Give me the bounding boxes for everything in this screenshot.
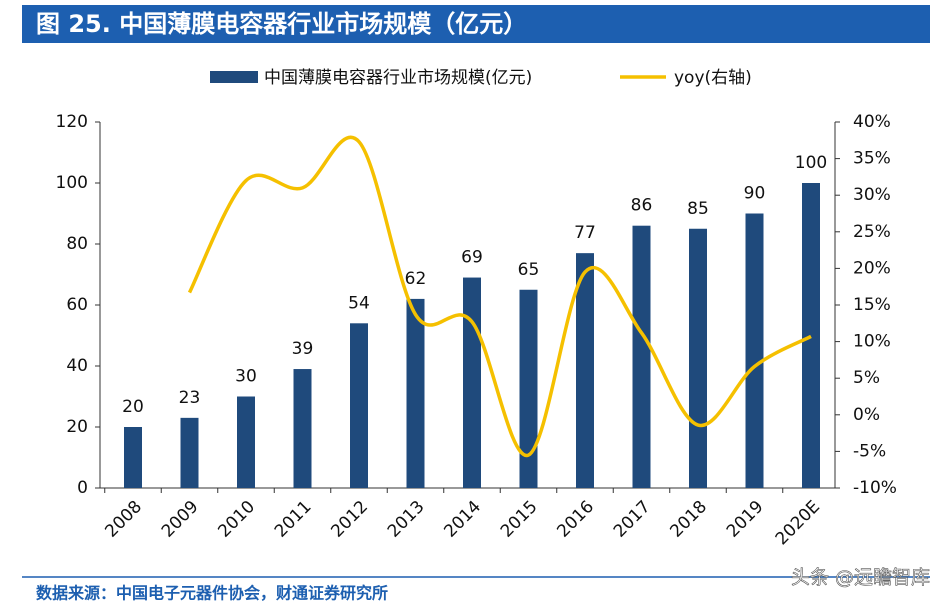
x-tick-label: 2018 (666, 497, 711, 542)
y2-tick-label: 35% (853, 149, 891, 169)
bar-value-label: 69 (461, 248, 483, 268)
y-tick-label: 120 (56, 112, 88, 132)
x-tick-label: 2012 (327, 497, 372, 542)
y2-tick-label: 15% (853, 295, 891, 315)
x-tick-label: 2009 (158, 497, 203, 542)
y2-tick-label: 10% (853, 332, 891, 352)
y-tick-label: 80 (66, 234, 88, 254)
bar (745, 213, 764, 488)
x-tick-label: 2020E (772, 497, 824, 549)
title-bar (22, 5, 930, 43)
legend-label: 中国薄膜电容器行业市场规模(亿元) (264, 68, 532, 88)
legend-swatch (210, 71, 258, 83)
yoy-line (187, 135, 812, 457)
bar (802, 183, 820, 488)
y2-tick-label: 30% (853, 185, 891, 205)
y2-tick-label: 25% (853, 222, 891, 242)
bar-value-label: 86 (631, 196, 653, 216)
bar-value-label: 85 (687, 199, 709, 219)
y-tick-label: 40 (66, 356, 88, 376)
y-tick-label: 100 (56, 173, 88, 193)
bar-value-label: 20 (122, 397, 144, 417)
bar (124, 427, 142, 488)
y-tick-label: 0 (77, 478, 88, 498)
bar (406, 298, 425, 488)
watermark: 头条 @远瞻智库 (791, 567, 930, 589)
y-tick-label: 60 (66, 295, 88, 315)
y2-tick-label: 40% (853, 112, 891, 132)
y2-tick-label: 20% (853, 258, 891, 278)
bar (576, 253, 594, 488)
bar-value-label: 77 (574, 223, 596, 243)
y2-tick-label: 0% (853, 405, 880, 425)
x-tick-label: 2017 (610, 497, 655, 542)
y-tick-label: 20 (66, 417, 88, 437)
bar (350, 323, 368, 488)
bar (632, 225, 651, 488)
bar-value-label: 62 (405, 269, 427, 289)
x-tick-label: 2014 (440, 497, 485, 542)
bar-value-label: 100 (795, 153, 827, 173)
chart-title: 图 25. 中国薄膜电容器行业市场规模（亿元） (36, 10, 527, 38)
x-tick-label: 2013 (384, 497, 429, 542)
bar-value-label: 90 (744, 184, 766, 204)
bar (689, 228, 707, 488)
source-note: 数据来源：中国电子元器件协会，财通证券研究所 (36, 584, 388, 603)
bar-value-label: 30 (235, 367, 257, 387)
legend-label: yoy(右轴) (674, 68, 752, 88)
x-tick-label: 2016 (553, 497, 598, 542)
bar (237, 396, 255, 488)
bar (519, 289, 538, 488)
bar (463, 277, 481, 488)
x-tick-label: 2015 (497, 497, 542, 542)
x-tick-label: 2008 (101, 497, 146, 542)
x-tick-label: 2011 (271, 497, 316, 542)
x-tick-label: 2010 (214, 497, 259, 542)
bar-value-label: 39 (292, 339, 314, 359)
bar-value-label: 65 (518, 260, 540, 280)
bar-value-label: 23 (179, 388, 201, 408)
x-tick-label: 2019 (723, 497, 768, 542)
bar-value-label: 54 (348, 293, 370, 313)
y2-tick-label: -5% (853, 441, 886, 461)
y2-tick-label: 5% (853, 368, 880, 388)
bar (293, 369, 312, 488)
y2-tick-label: -10% (853, 478, 897, 498)
bar (180, 417, 199, 488)
